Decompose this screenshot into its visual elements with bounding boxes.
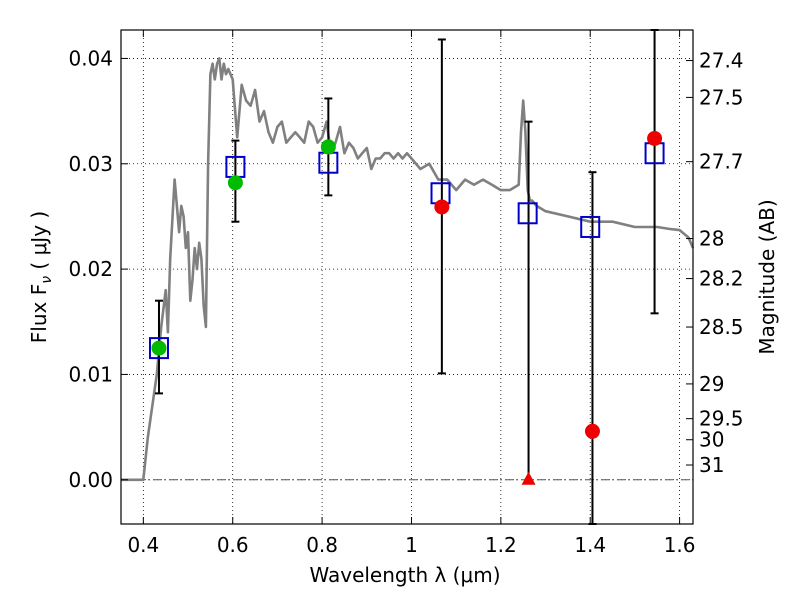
observed-low-sn-point xyxy=(434,199,450,215)
y-tick-label: 0.04 xyxy=(68,46,113,70)
ticks: 0.4 0.6 0.8 1 1.2 1.4 1.6 0.00 0.01 0.02 0.03 0.04 2… xyxy=(68,30,744,557)
observed-detection-point xyxy=(151,340,167,356)
x-axis-label: Wavelength λ (μm) xyxy=(309,563,500,587)
model-flux-square xyxy=(580,215,601,238)
observed-low-sn-point xyxy=(647,130,663,146)
x-tick-label: 0.6 xyxy=(217,533,249,557)
observed-low-sn-point xyxy=(584,423,600,439)
right-tick-label: 29.5 xyxy=(699,407,744,431)
right-tick-label: 29 xyxy=(699,372,724,396)
right-tick-label: 31 xyxy=(699,453,724,477)
observed-detection-point xyxy=(227,175,243,191)
right-tick-label: 27.7 xyxy=(699,150,744,174)
x-tick-label: 1.6 xyxy=(664,533,696,557)
right-tick-label: 27.5 xyxy=(699,85,744,109)
y-axis-left-label: Flux Fν ( μJy ) xyxy=(27,211,55,343)
y-axis-left-label-main: Flux F xyxy=(27,284,51,343)
right-tick-label: 28.5 xyxy=(699,315,744,339)
model-flux-square xyxy=(148,337,169,360)
y-tick-label: 0.01 xyxy=(68,362,113,386)
y-axis-right-label: Magnitude (AB) xyxy=(755,199,779,354)
y-tick-label: 0.00 xyxy=(68,468,113,492)
model-flux-square xyxy=(517,202,538,225)
right-tick-label: 27.4 xyxy=(699,49,744,73)
x-tick-label: 1 xyxy=(405,533,418,557)
markers xyxy=(148,130,665,485)
right-tick-label: 28 xyxy=(699,227,724,251)
y-tick-label: 0.03 xyxy=(68,152,113,176)
observed-detection-point xyxy=(320,139,336,155)
x-tick-label: 0.4 xyxy=(127,533,159,557)
model-sed xyxy=(121,57,695,482)
upper-limit-triangle xyxy=(521,471,536,485)
y-axis-left-label-sub: ν xyxy=(39,276,55,284)
x-tick-label: 1.2 xyxy=(485,533,517,557)
model-sed-curve xyxy=(121,57,695,482)
error-bars xyxy=(154,29,659,525)
y-axis-left-label-unit: ( μJy ) xyxy=(27,211,51,276)
right-tick-label: 28.2 xyxy=(699,267,744,291)
svg-text:Flux Fν ( μJy ): Flux Fν ( μJy ) xyxy=(27,211,55,343)
x-tick-label: 1.4 xyxy=(574,533,606,557)
y-tick-label: 0.02 xyxy=(68,257,113,281)
plot-frame xyxy=(120,29,694,525)
right-tick-label: 30 xyxy=(699,428,724,452)
x-tick-label: 0.8 xyxy=(306,533,338,557)
